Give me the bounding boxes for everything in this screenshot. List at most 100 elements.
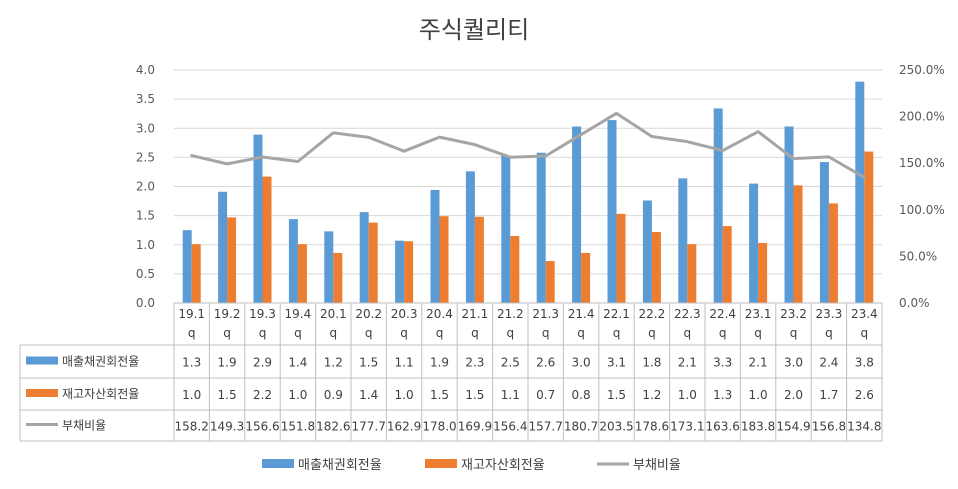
table-cell-value: 1.5 <box>359 356 378 370</box>
right-axis-tick-label: 250.0% <box>899 63 945 77</box>
table-cell-value: 156.6 <box>245 420 279 434</box>
left-axis-tick-label: 3.0 <box>136 121 155 135</box>
category-label: q <box>259 326 267 340</box>
inventory-turnover-bar <box>368 222 378 303</box>
table-cell-value: 180.7 <box>564 420 598 434</box>
table-cell-value: 1.5 <box>607 388 626 402</box>
category-label: q <box>648 326 656 340</box>
inventory-turnover-bar <box>404 241 414 303</box>
table-cell-value: 157.7 <box>529 420 563 434</box>
category-label: 22.4 <box>709 307 736 321</box>
category-label: q <box>613 326 621 340</box>
table-cell-value: 1.5 <box>465 388 484 402</box>
inventory-turnover-bar <box>793 185 803 303</box>
table-legend-key <box>26 356 58 365</box>
category-label: q <box>471 326 479 340</box>
table-cell-value: 1.5 <box>218 388 237 402</box>
right-axis: 0.0% 50.0% 100.0% 150.0% 200.0% 250.0% <box>899 63 945 310</box>
receivables-turnover-bar <box>395 240 405 303</box>
category-label: 19.4 <box>285 307 312 321</box>
table-cell-value: 3.1 <box>607 356 626 370</box>
category-label: 21.2 <box>497 307 524 321</box>
left-axis: 0.0 0.5 1.0 1.5 2.0 2.5 3.0 3.5 4.0 <box>136 63 155 310</box>
category-label: 20.4 <box>426 307 453 321</box>
category-label: 22.3 <box>674 307 701 321</box>
table-cell-value: 134.8 <box>847 420 881 434</box>
left-axis-tick-label: 2.5 <box>136 150 155 164</box>
table-cell-value: 1.7 <box>819 388 838 402</box>
table-row-header: 부채비율 <box>62 419 106 433</box>
inventory-turnover-bar <box>227 217 237 303</box>
table-row-header: 매출채권회전율 <box>62 355 139 369</box>
table-cell-value: 178.6 <box>635 420 669 434</box>
category-label: q <box>329 326 337 340</box>
table-cell-value: 1.1 <box>395 356 414 370</box>
category-label: 19.1 <box>178 307 205 321</box>
right-axis-tick-label: 200.0% <box>899 110 945 124</box>
table-cell-value: 1.3 <box>713 388 732 402</box>
category-label: q <box>542 326 550 340</box>
table-cell-value: 0.8 <box>572 388 591 402</box>
receivables-turnover-bar <box>536 152 546 303</box>
category-label: q <box>365 326 373 340</box>
legend-label: 재고자산회전율 <box>461 458 545 473</box>
left-axis-tick-label: 1.0 <box>136 238 155 252</box>
inventory-turnover-bar <box>616 213 626 303</box>
table-cell-value: 154.9 <box>776 420 810 434</box>
left-axis-tick-label: 0.0 <box>136 296 155 310</box>
table-cell-value: 156.8 <box>812 420 846 434</box>
inventory-turnover-bar <box>297 244 307 303</box>
legend-key <box>262 459 294 468</box>
category-label: 20.3 <box>391 307 418 321</box>
debt-ratio-line <box>190 111 866 179</box>
table-cell-value: 2.3 <box>465 356 484 370</box>
left-axis-tick-label: 1.5 <box>136 209 155 223</box>
table-cell-value: 2.4 <box>819 356 838 370</box>
table-cell-value: 2.6 <box>855 388 874 402</box>
right-axis-tick-label: 100.0% <box>899 203 945 217</box>
table-cell-value: 162.9 <box>387 420 421 434</box>
table-cell-value: 158.2 <box>175 420 209 434</box>
legend-label: 매출채권회전율 <box>298 458 382 473</box>
category-label: 23.4 <box>851 307 878 321</box>
inventory-turnover-bar <box>581 252 591 303</box>
table-cell-value: 3.3 <box>713 356 732 370</box>
category-label: 19.2 <box>214 307 241 321</box>
table-cell-value: 0.9 <box>324 388 343 402</box>
receivables-turnover-bar <box>324 231 334 303</box>
chart-title: 주식퀄리티 <box>419 16 529 44</box>
receivables-turnover-bar <box>253 134 263 303</box>
inventory-turnover-bar <box>758 243 768 303</box>
table-cell-value: 203.5 <box>599 420 633 434</box>
table-cell-value: 3.8 <box>855 356 874 370</box>
receivables-turnover-bar <box>855 81 865 304</box>
category-label: q <box>400 326 408 340</box>
category-label: 19.3 <box>249 307 276 321</box>
receivables-turnover-bar <box>749 183 759 303</box>
legend-key <box>425 459 457 468</box>
left-axis-tick-label: 3.5 <box>136 92 155 106</box>
table-cell-value: 2.5 <box>501 356 520 370</box>
inventory-turnover-bar <box>722 226 732 303</box>
table-cell-value: 1.0 <box>395 388 414 402</box>
gridlines <box>174 69 882 304</box>
table-cell-value: 151.8 <box>281 420 315 434</box>
receivables-turnover-bar <box>713 108 723 303</box>
receivables-turnover-bar <box>678 178 688 303</box>
category-label: 23.3 <box>816 307 843 321</box>
receivables-turnover-bar <box>501 155 511 303</box>
table-cell-value: 1.2 <box>642 388 661 402</box>
category-label: 22.2 <box>639 307 666 321</box>
table-cell-value: 2.2 <box>253 388 272 402</box>
table-cell-value: 2.9 <box>253 356 272 370</box>
left-axis-tick-label: 4.0 <box>136 63 155 77</box>
inventory-turnover-bar <box>333 252 343 303</box>
table-cell-value: 177.7 <box>352 420 386 434</box>
table-cell-value: 0.7 <box>536 388 555 402</box>
category-label: 20.1 <box>320 307 347 321</box>
category-label: 23.1 <box>745 307 772 321</box>
receivables-turnover-bar <box>218 191 228 303</box>
table-cell-value: 183.8 <box>741 420 775 434</box>
